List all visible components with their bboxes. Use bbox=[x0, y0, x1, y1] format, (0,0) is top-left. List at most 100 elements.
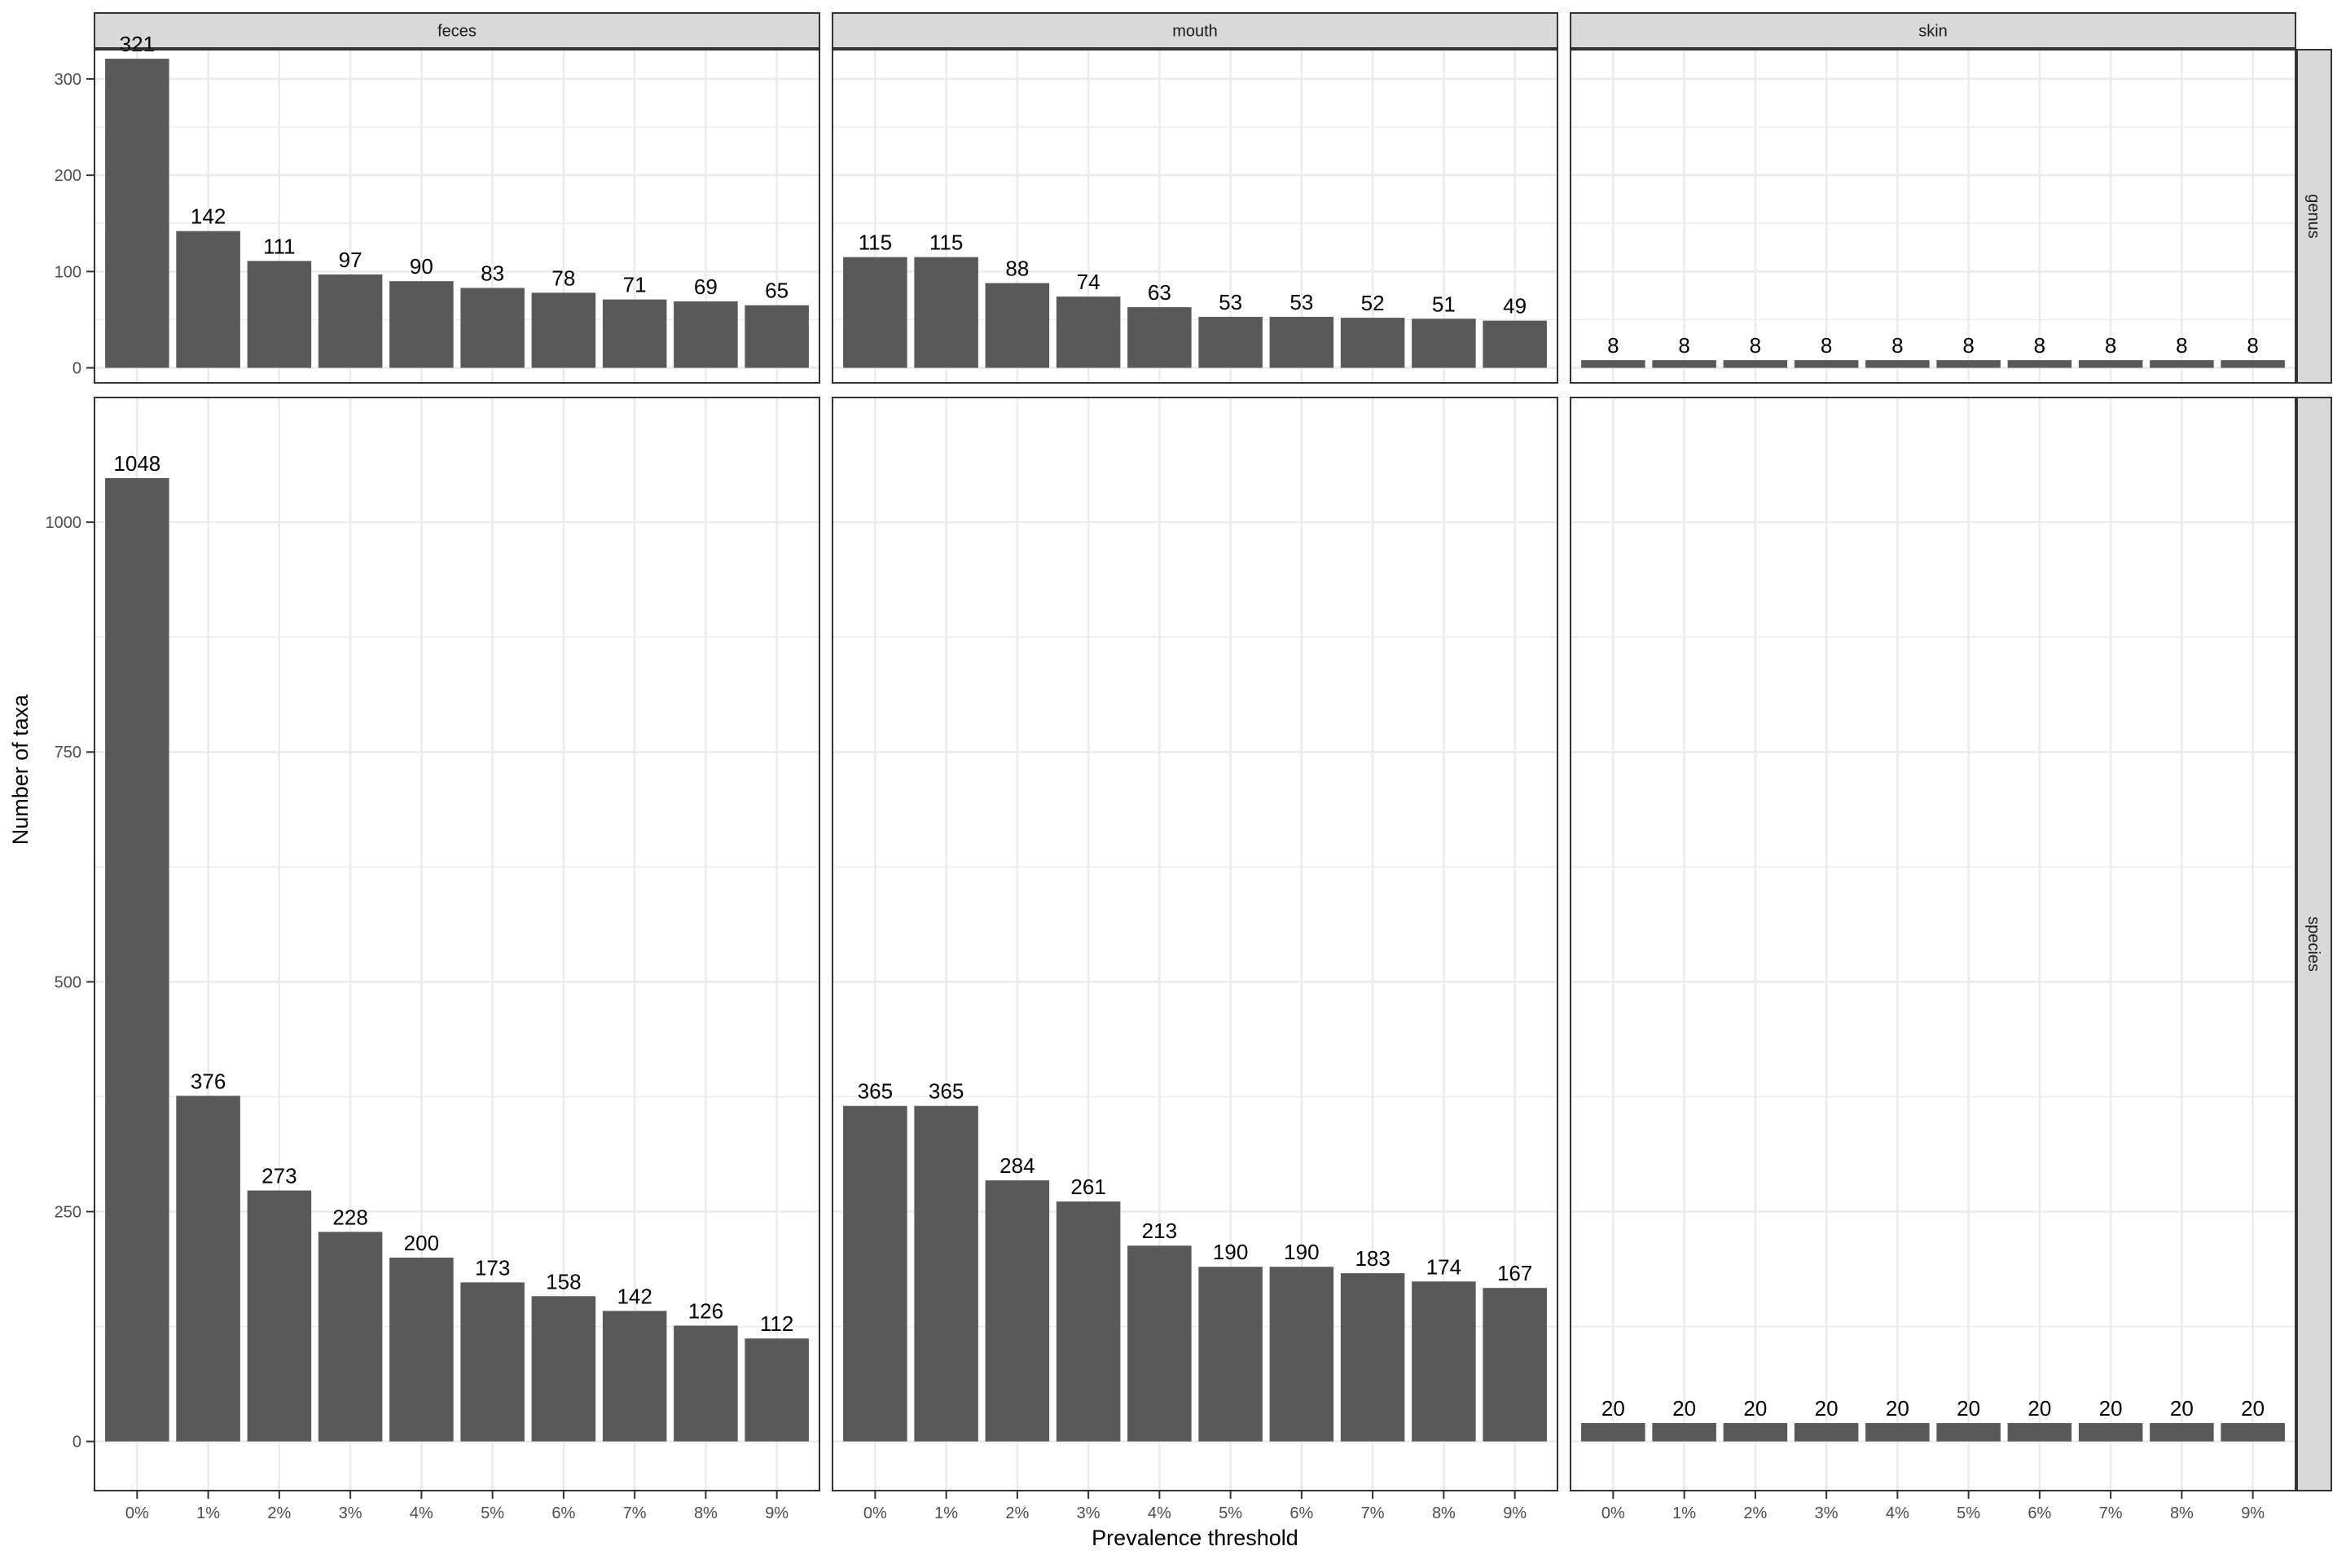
bar bbox=[1652, 1423, 1716, 1442]
bar bbox=[2007, 1423, 2072, 1442]
bar bbox=[1865, 360, 1930, 368]
data-label: 74 bbox=[1077, 270, 1101, 294]
bar bbox=[1794, 360, 1859, 368]
bar bbox=[843, 1105, 907, 1442]
data-label: 190 bbox=[1284, 1240, 1319, 1264]
bar bbox=[531, 292, 596, 368]
data-label: 78 bbox=[551, 266, 575, 290]
bar bbox=[1340, 318, 1405, 368]
bar bbox=[1412, 1281, 1476, 1442]
bar bbox=[602, 299, 667, 368]
bar bbox=[1936, 360, 2001, 368]
y-tick-label: 250 bbox=[55, 1203, 81, 1221]
data-label: 20 bbox=[2170, 1396, 2194, 1421]
y-axis-title: Number of taxa bbox=[8, 694, 33, 845]
data-label: 20 bbox=[1743, 1396, 1767, 1421]
data-label: 20 bbox=[1815, 1396, 1839, 1421]
facet-strip-label-genus: genus bbox=[2304, 194, 2322, 239]
bar bbox=[1652, 360, 1716, 368]
x-tick-label: 0% bbox=[863, 1504, 887, 1522]
facet-strip-label-species: species bbox=[2304, 916, 2322, 972]
x-tick-label: 3% bbox=[1815, 1504, 1839, 1522]
bar bbox=[389, 1257, 454, 1442]
data-label: 20 bbox=[2241, 1396, 2265, 1421]
facet-strip-label-feces: feces bbox=[437, 23, 477, 41]
bar bbox=[1483, 320, 1547, 368]
data-label: 90 bbox=[410, 254, 433, 279]
bar bbox=[1723, 360, 1788, 368]
x-tick-label: 4% bbox=[1148, 1504, 1171, 1522]
data-label: 126 bbox=[688, 1298, 723, 1323]
bar bbox=[531, 1296, 596, 1442]
data-label: 173 bbox=[475, 1255, 510, 1280]
y-tick-label: 0 bbox=[72, 1434, 81, 1452]
data-label: 20 bbox=[2027, 1396, 2051, 1421]
bar bbox=[460, 288, 525, 368]
data-label: 52 bbox=[1361, 291, 1385, 315]
data-label: 1048 bbox=[113, 451, 160, 476]
y-tick-label: 200 bbox=[55, 167, 81, 185]
x-tick-label: 0% bbox=[125, 1504, 149, 1522]
bar bbox=[247, 1190, 312, 1442]
x-tick-label: 1% bbox=[934, 1504, 958, 1522]
y-tick-label: 300 bbox=[55, 71, 81, 89]
y-tick-label: 500 bbox=[55, 973, 81, 991]
data-label: 69 bbox=[694, 275, 718, 299]
bar bbox=[105, 477, 169, 1442]
y-tick-label: 0 bbox=[72, 360, 81, 378]
bar bbox=[602, 1311, 667, 1442]
panel-border bbox=[94, 397, 820, 1491]
data-label: 51 bbox=[1432, 292, 1456, 316]
x-tick-label: 1% bbox=[1672, 1504, 1696, 1522]
panel-border bbox=[94, 49, 820, 384]
panel-border bbox=[1570, 397, 2296, 1491]
x-tick-label: 9% bbox=[1503, 1504, 1527, 1522]
x-axis-title: Prevalence threshold bbox=[1092, 1526, 1298, 1550]
y-tick-label: 750 bbox=[55, 744, 81, 762]
data-label: 190 bbox=[1213, 1240, 1248, 1264]
data-label: 65 bbox=[765, 279, 789, 303]
bar bbox=[1581, 360, 1645, 368]
facet-strip-mouth bbox=[832, 12, 1558, 49]
data-label: 261 bbox=[1070, 1175, 1105, 1199]
data-label: 142 bbox=[617, 1284, 652, 1308]
bar bbox=[745, 1338, 809, 1442]
y-tick-label: 1000 bbox=[46, 514, 82, 532]
data-label: 273 bbox=[261, 1164, 297, 1188]
bar bbox=[1412, 318, 1476, 368]
bar bbox=[318, 274, 383, 368]
bar bbox=[843, 257, 907, 368]
bar bbox=[1723, 1423, 1788, 1442]
x-tick-label: 5% bbox=[481, 1504, 504, 1522]
data-label: 20 bbox=[1957, 1396, 1980, 1421]
data-label: 142 bbox=[191, 204, 226, 229]
panel-species-skin bbox=[1571, 397, 2295, 1491]
x-tick-label: 6% bbox=[1289, 1504, 1313, 1522]
bar bbox=[2221, 1423, 2285, 1442]
data-label: 8 bbox=[2247, 333, 2258, 358]
bar bbox=[1198, 316, 1263, 368]
bar bbox=[1056, 296, 1121, 368]
data-label: 174 bbox=[1426, 1254, 1461, 1279]
data-label: 8 bbox=[2105, 333, 2116, 358]
data-label: 8 bbox=[1750, 333, 1761, 358]
data-label: 167 bbox=[1497, 1261, 1532, 1285]
bar bbox=[2150, 360, 2214, 368]
bar bbox=[745, 305, 809, 368]
facet-strip-species bbox=[2296, 397, 2332, 1491]
bar bbox=[985, 283, 1050, 368]
bar bbox=[674, 1325, 738, 1442]
bar bbox=[1198, 1267, 1263, 1442]
x-tick-label: 3% bbox=[1077, 1504, 1101, 1522]
x-tick-label: 7% bbox=[2099, 1504, 2123, 1522]
facet-strip-feces bbox=[94, 12, 820, 49]
facet-strip-label-skin: skin bbox=[1918, 23, 1948, 41]
bar bbox=[1269, 1267, 1334, 1442]
bar bbox=[247, 261, 312, 368]
x-tick-label: 4% bbox=[410, 1504, 433, 1522]
panel-border bbox=[832, 397, 1558, 1491]
panel-border bbox=[1570, 49, 2296, 384]
bar bbox=[176, 1096, 240, 1442]
bar bbox=[1056, 1201, 1121, 1442]
